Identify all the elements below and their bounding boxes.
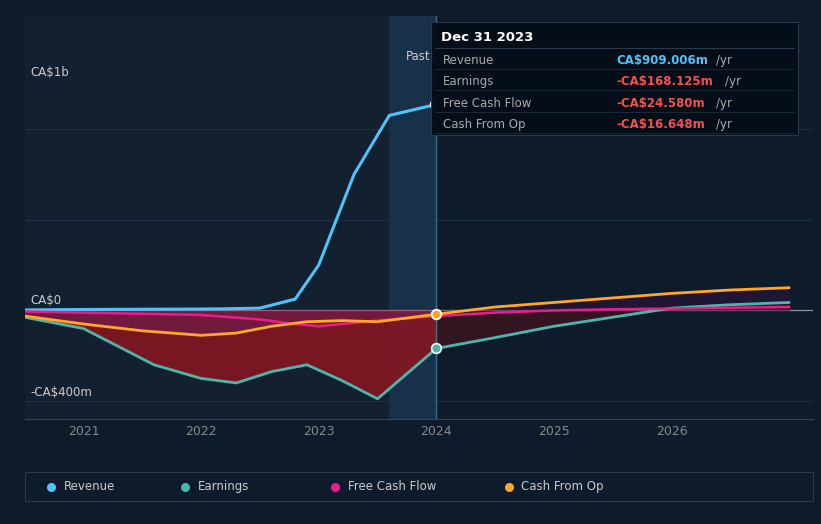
- Text: Cash From Op: Cash From Op: [521, 480, 603, 493]
- Text: Analysts Forecasts: Analysts Forecasts: [448, 50, 558, 62]
- Text: /yr: /yr: [716, 54, 732, 67]
- Text: Past: Past: [406, 50, 430, 62]
- Text: -CA$168.125m: -CA$168.125m: [617, 75, 713, 89]
- Text: Earnings: Earnings: [198, 480, 250, 493]
- Text: Free Cash Flow: Free Cash Flow: [443, 97, 531, 110]
- Text: -CA$400m: -CA$400m: [30, 386, 93, 399]
- FancyBboxPatch shape: [25, 472, 813, 501]
- FancyBboxPatch shape: [431, 22, 798, 135]
- Text: Revenue: Revenue: [64, 480, 116, 493]
- Text: Cash From Op: Cash From Op: [443, 118, 525, 131]
- Text: Earnings: Earnings: [443, 75, 494, 89]
- Text: Dec 31 2023: Dec 31 2023: [441, 30, 533, 43]
- Text: Free Cash Flow: Free Cash Flow: [348, 480, 436, 493]
- Text: /yr: /yr: [716, 97, 732, 110]
- Text: CA$0: CA$0: [30, 294, 62, 307]
- Text: CA$909.006m: CA$909.006m: [617, 54, 709, 67]
- Text: /yr: /yr: [716, 118, 732, 131]
- Text: /yr: /yr: [725, 75, 741, 89]
- Text: Revenue: Revenue: [443, 54, 494, 67]
- Text: CA$1b: CA$1b: [30, 66, 69, 79]
- Text: -CA$16.648m: -CA$16.648m: [617, 118, 705, 131]
- Bar: [25, 16, 436, 419]
- Bar: [436, 16, 813, 419]
- Bar: [389, 16, 436, 419]
- Text: -CA$24.580m: -CA$24.580m: [617, 97, 705, 110]
